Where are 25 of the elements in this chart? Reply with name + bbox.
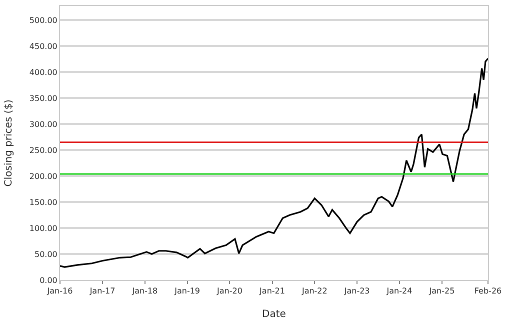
y-tick-label: 0.00 [40,276,58,285]
x-axis-title: Date [262,309,286,320]
x-tick-label: Jan-24 [386,286,412,296]
x-tick-label: Jan-16 [46,286,73,296]
x-tick-label: Jan-22 [300,286,328,296]
line-series [60,58,488,268]
x-tick-label: Jan-21 [258,286,285,296]
y-tick-label: 200.00 [29,172,58,181]
x-tick-label: Feb-26 [474,286,502,296]
x-tick-label: Jan-17 [88,286,116,296]
y-tick-label: 300.00 [29,120,58,129]
y-axis-title: Closing prices ($) [3,99,14,187]
x-tick-label: Jan-18 [131,286,158,296]
x-tick-label: Jan-23 [343,286,370,296]
y-tick-label: 150.00 [29,198,58,207]
x-tick-label: Jan-19 [174,286,200,296]
y-tick-label: 500.00 [29,16,58,25]
x-tick-label: Jan-25 [428,286,455,296]
y-tick-label: 350.00 [29,94,58,103]
y-tick-label: 450.00 [29,42,58,51]
y-tick-label: 250.00 [29,146,58,155]
x-tick-label: Jan-20 [216,286,242,296]
y-tick-label: 400.00 [29,68,58,77]
y-tick-label: 50.00 [34,250,58,259]
y-tick-label: 100.00 [29,224,58,233]
